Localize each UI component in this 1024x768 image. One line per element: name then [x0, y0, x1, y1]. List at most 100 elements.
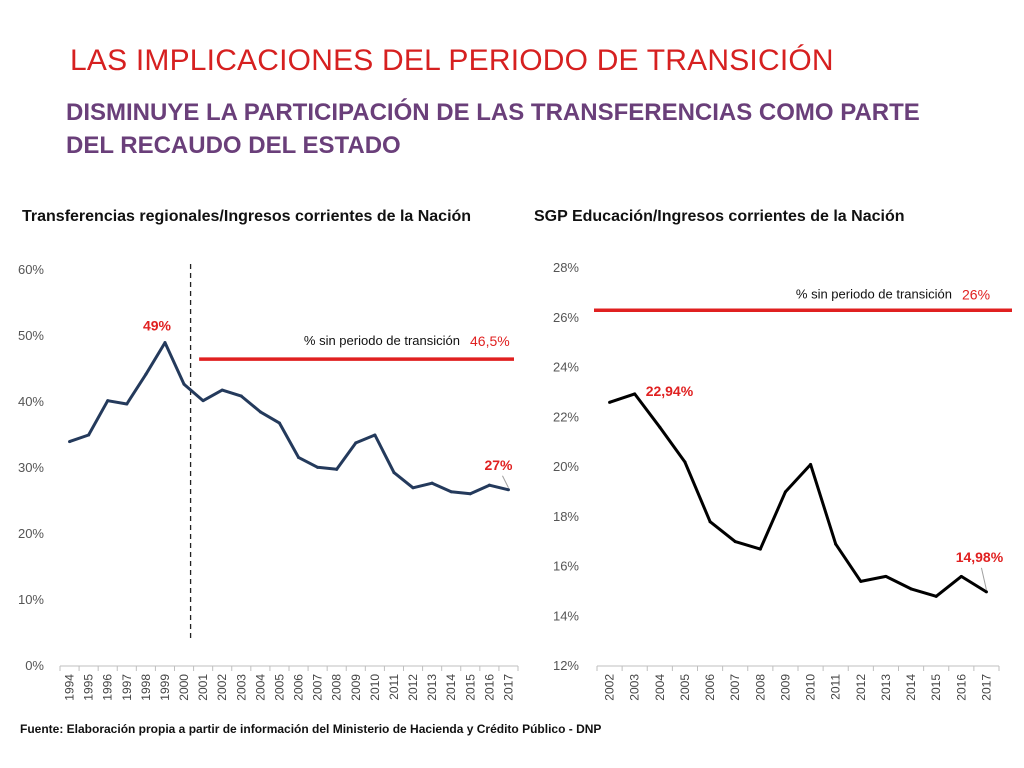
- reference-line-label: % sin periodo de transición: [304, 333, 460, 348]
- y-tick-label: 20%: [553, 459, 579, 474]
- x-tick-label: 2004: [253, 674, 267, 701]
- data-label: 22,94%: [646, 383, 694, 399]
- x-tick-label: 2007: [728, 674, 742, 701]
- x-tick-label: 2011: [387, 674, 401, 700]
- slide-title: LAS IMPLICACIONES DEL PERIODO DE TRANSIC…: [70, 44, 834, 77]
- data-point: [959, 574, 963, 578]
- chart-title-transferencias: Transferencias regionales/Ingresos corri…: [22, 208, 472, 225]
- x-tick-label: 2010: [368, 674, 382, 701]
- x-tick-label: 2012: [854, 674, 868, 701]
- x-tick-label: 2005: [272, 674, 286, 701]
- reference-value-label: 26%: [962, 286, 990, 302]
- data-point: [834, 542, 838, 546]
- data-label: 14,98%: [956, 549, 1004, 565]
- data-point: [144, 372, 148, 376]
- data-point: [608, 400, 612, 404]
- data-point: [68, 440, 72, 444]
- chart-sgp-educacion: 12% 14% 16% 18% 20% 22% 24% 26% 28% 2002 2003 2004 2…: [553, 260, 1012, 701]
- y-tick-label: 22%: [553, 409, 579, 424]
- source-note: Fuente: Elaboración propia a partir de i…: [20, 722, 602, 736]
- data-point: [633, 392, 637, 396]
- x-tick-label: 2002: [215, 674, 229, 701]
- data-point: [449, 490, 453, 494]
- y-tick-label: 10%: [18, 592, 44, 607]
- data-point: [934, 594, 938, 598]
- data-label: 27%: [484, 457, 513, 473]
- x-tick-label: 2016: [482, 674, 496, 701]
- x-tick-label: 2006: [292, 674, 306, 701]
- x-tick-label: 2016: [954, 674, 968, 701]
- data-point: [884, 574, 888, 578]
- x-tick-label: 2013: [879, 674, 893, 701]
- y-tick-label: 60%: [18, 262, 44, 277]
- data-point: [182, 382, 186, 386]
- data-point: [809, 463, 813, 467]
- x-tick-label: 1995: [82, 674, 96, 701]
- x-tick-label: 2011: [829, 674, 843, 700]
- data-point: [708, 520, 712, 524]
- x-tick-label: 2009: [778, 674, 792, 701]
- data-series-line: [609, 392, 988, 598]
- data-point: [506, 488, 510, 492]
- y-tick-label: 26%: [553, 310, 579, 325]
- x-tick-label: 2015: [463, 674, 477, 701]
- x-tick-label: 2015: [929, 674, 943, 701]
- data-point: [683, 460, 687, 464]
- x-tick-label: 2006: [703, 674, 717, 701]
- data-point: [201, 399, 205, 403]
- data-label: 49%: [143, 318, 172, 334]
- y-tick-label: 28%: [553, 260, 579, 275]
- x-tick-label: 2009: [349, 674, 363, 701]
- x-tick-label: 2014: [444, 674, 458, 701]
- x-tick-label: 2017: [501, 674, 515, 701]
- data-series-line: [69, 341, 509, 496]
- data-point: [220, 388, 224, 392]
- data-point: [239, 394, 243, 398]
- data-point: [468, 492, 472, 496]
- x-tick-label: 2004: [653, 674, 667, 701]
- x-tick-label: 2007: [311, 674, 325, 701]
- chart-title-sgp-educacion: SGP Educación/Ingresos corrientes de la …: [534, 208, 905, 225]
- reference-line-label: % sin periodo de transición: [796, 286, 952, 301]
- data-point: [392, 471, 396, 475]
- data-point: [984, 590, 988, 594]
- data-point: [758, 547, 762, 551]
- x-tick-label: 2001: [196, 674, 210, 701]
- x-tick-label: 2008: [753, 674, 767, 701]
- data-point: [277, 421, 281, 425]
- data-point: [658, 425, 662, 429]
- x-tick-label: 2003: [628, 674, 642, 701]
- data-point: [783, 490, 787, 494]
- y-tick-label: 18%: [553, 509, 579, 524]
- x-tick-label: 2005: [678, 674, 692, 701]
- x-tick-label: 2003: [234, 674, 248, 701]
- y-tick-label: 12%: [553, 658, 579, 673]
- y-tick-label: 30%: [18, 460, 44, 475]
- data-point: [335, 467, 339, 471]
- data-point: [411, 486, 415, 490]
- chart-transferencias: 0% 10% 20% 30% 40% 50% 60% 1994 1995 1996 1997 1998…: [18, 262, 519, 701]
- x-tick-label: 2000: [177, 674, 191, 701]
- data-point: [106, 399, 110, 403]
- x-tick-label: 1998: [139, 674, 153, 701]
- y-tick-label: 14%: [553, 608, 579, 623]
- x-tick-label: 2012: [406, 674, 420, 701]
- data-point: [733, 540, 737, 544]
- data-point: [430, 481, 434, 485]
- data-point: [87, 433, 91, 437]
- y-tick-label: 40%: [18, 394, 44, 409]
- x-tick-label: 2008: [330, 674, 344, 701]
- data-point: [909, 587, 913, 591]
- reference-value-label: 46,5%: [470, 333, 510, 349]
- data-point: [373, 433, 377, 437]
- data-point: [859, 579, 863, 583]
- data-point: [163, 341, 167, 345]
- x-tick-label: 2013: [425, 674, 439, 701]
- x-tick-label: 2017: [979, 674, 993, 701]
- x-tick-label: 2010: [804, 674, 818, 701]
- x-tick-label: 2002: [603, 674, 617, 701]
- data-label-leader: [980, 567, 987, 590]
- data-point: [297, 455, 301, 459]
- data-point: [316, 465, 320, 469]
- data-point: [354, 441, 358, 445]
